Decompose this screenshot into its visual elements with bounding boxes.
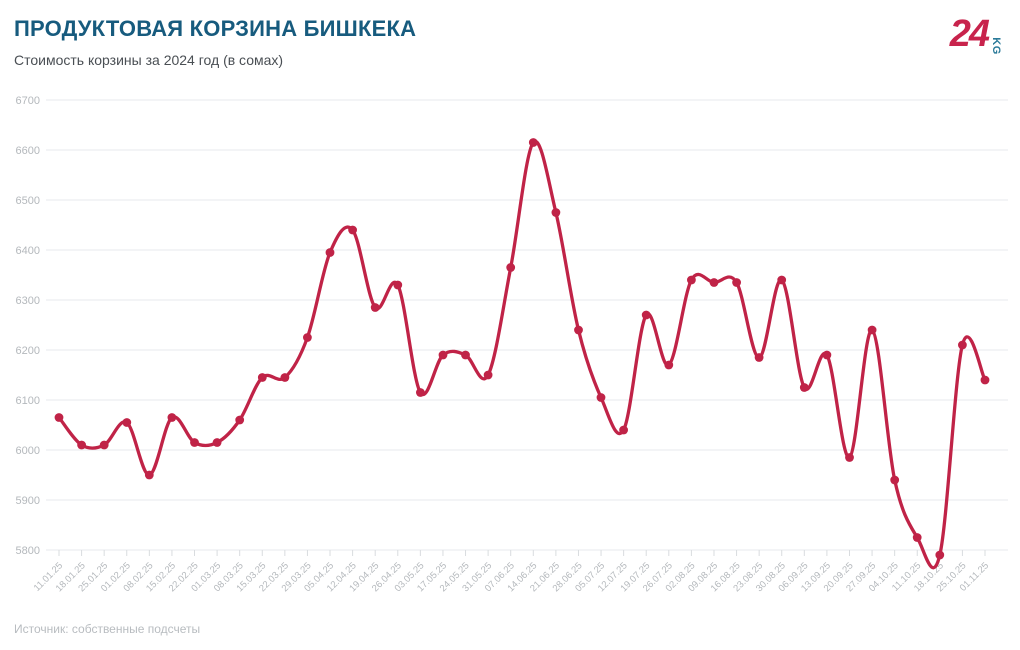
data-point-marker <box>416 388 425 397</box>
y-axis-tick-label: 5800 <box>16 545 40 557</box>
y-axis-tick-label: 6300 <box>16 295 40 307</box>
data-point-marker <box>912 533 922 542</box>
data-point-marker <box>461 350 470 360</box>
data-point-marker <box>348 225 357 235</box>
logo-24kg: 24 KG <box>932 12 1002 58</box>
data-point-marker <box>799 383 809 392</box>
data-point-marker <box>370 303 380 312</box>
data-point-marker <box>596 393 606 402</box>
data-point-marker <box>212 438 222 447</box>
data-point-marker <box>280 373 290 382</box>
y-axis-tick-label: 6000 <box>16 445 40 457</box>
data-point-marker <box>167 413 177 422</box>
data-point-marker <box>935 550 945 560</box>
data-point-marker <box>325 248 335 257</box>
y-axis-tick-label: 5900 <box>16 495 40 507</box>
y-axis-tick-label: 6500 <box>16 195 40 207</box>
page-title: ПРОДУКТОВАЯ КОРЗИНА БИШКЕКА <box>14 16 417 41</box>
data-point-marker <box>257 373 267 382</box>
y-axis-tick-label: 6400 <box>16 245 40 257</box>
series-line <box>57 139 987 570</box>
data-point-marker <box>574 325 583 335</box>
y-axis-tick-label: 6600 <box>16 145 40 157</box>
data-point-marker <box>438 350 448 360</box>
data-point-marker <box>641 310 651 320</box>
data-point-marker <box>506 263 516 272</box>
data-point-marker <box>528 138 538 147</box>
data-point-marker <box>777 275 787 285</box>
data-point-marker <box>144 470 154 480</box>
y-axis-tick-label: 6100 <box>16 395 40 407</box>
data-point-marker <box>619 425 628 435</box>
logo-24-icon: 24 <box>949 13 990 55</box>
data-point-marker <box>687 275 696 285</box>
data-point-marker <box>867 325 877 335</box>
data-point-marker <box>99 440 109 450</box>
data-point-marker <box>958 340 967 350</box>
y-axis-tick-label: 6700 <box>16 95 40 107</box>
data-point-marker <box>393 280 403 290</box>
data-point-marker <box>122 418 132 427</box>
data-point-marker <box>754 353 764 362</box>
source-note: Источник: собственные подсчеты <box>14 622 201 636</box>
data-point-marker <box>303 333 312 342</box>
data-point-marker <box>822 350 832 360</box>
data-point-marker <box>483 370 493 380</box>
y-axis-tick-label: 6200 <box>16 345 40 357</box>
data-point-marker <box>709 278 719 287</box>
data-point-marker <box>732 278 741 287</box>
data-point-marker <box>980 375 990 385</box>
data-point-marker <box>190 438 199 447</box>
data-point-marker <box>54 413 64 422</box>
data-point-marker <box>77 440 86 450</box>
data-point-marker <box>664 360 674 370</box>
chart-subtitle: Стоимость корзины за 2024 год (в сомах) <box>14 52 284 68</box>
data-point-marker <box>551 208 561 217</box>
data-point-marker <box>845 453 854 462</box>
data-point-marker <box>890 475 900 485</box>
data-point-marker <box>235 415 245 425</box>
